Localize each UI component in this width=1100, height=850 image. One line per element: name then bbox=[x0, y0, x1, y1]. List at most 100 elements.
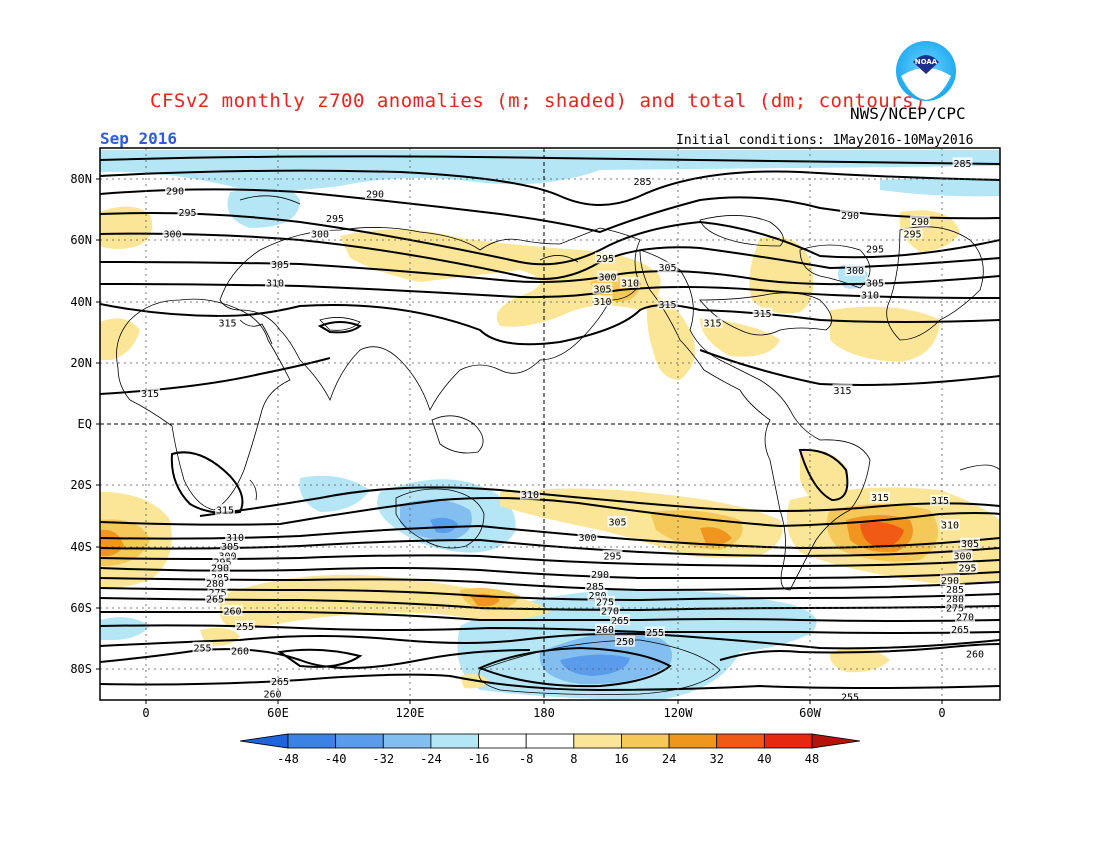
colorbar-label: -16 bbox=[468, 752, 490, 766]
contour-label-bg bbox=[595, 623, 615, 635]
contour-label-bg bbox=[235, 620, 255, 632]
colorbar: -48 -40 -32 -24 -16 -8 8 16 24 32 40 48 bbox=[239, 733, 861, 766]
lat-label: 80S bbox=[70, 662, 92, 676]
contour-label: 310 bbox=[861, 291, 879, 302]
colorbar-arrow-right bbox=[811, 733, 861, 749]
contour-label: 305 bbox=[658, 263, 676, 274]
height-contours bbox=[100, 155, 1000, 692]
contour-label-bg bbox=[910, 215, 930, 227]
contour-label-bg bbox=[140, 387, 160, 399]
contour-label: 265 bbox=[271, 677, 289, 688]
noaa-logo: NOAA bbox=[896, 41, 956, 101]
lon-label: 60E bbox=[267, 706, 289, 720]
contour-label-bg bbox=[205, 577, 225, 589]
agency-label: NWS/NCEP/CPC bbox=[850, 104, 966, 123]
contour-label: 305 bbox=[271, 260, 289, 271]
lat-ticks bbox=[96, 178, 100, 670]
contour-label-bg bbox=[165, 184, 185, 196]
colorbar-swatch bbox=[430, 733, 479, 749]
contour-label-bg bbox=[845, 264, 865, 276]
contour-label-bg bbox=[365, 188, 385, 199]
contour-label: 270 bbox=[956, 613, 974, 624]
contour-label: 310 bbox=[941, 521, 959, 532]
contour-label: 265 bbox=[206, 594, 224, 605]
contour-label-bg bbox=[657, 298, 678, 310]
contour-label: 315 bbox=[141, 389, 159, 400]
contour-label: 255 bbox=[236, 622, 254, 633]
contour-label: 255 bbox=[193, 643, 211, 654]
contour-label: 290 bbox=[841, 211, 859, 222]
contour-label-bg bbox=[230, 644, 250, 656]
lat-label: 60S bbox=[70, 601, 92, 615]
contour-label: 265 bbox=[951, 625, 969, 636]
lon-label: 120E bbox=[396, 706, 425, 720]
contour-label-bg bbox=[702, 316, 723, 328]
colorbar-label: -48 bbox=[277, 752, 299, 766]
contour-label: 305 bbox=[221, 542, 239, 553]
contour-label-bg bbox=[615, 635, 635, 647]
contour-label: 295 bbox=[603, 551, 621, 562]
contour-label-bg bbox=[960, 537, 980, 549]
contour-label-bg bbox=[840, 690, 860, 700]
contour-label: 300 bbox=[163, 229, 181, 240]
contour-label-bg bbox=[952, 549, 973, 561]
contour-label-bg bbox=[270, 258, 290, 270]
contour-label-bg bbox=[610, 614, 630, 626]
contour-label: 300 bbox=[311, 229, 329, 240]
contour-label: 300 bbox=[846, 266, 864, 277]
colorbar-swatch bbox=[621, 733, 670, 749]
colorbar-label: 8 bbox=[570, 752, 577, 766]
colorbar-swatch bbox=[573, 733, 622, 749]
colorbar-label: -8 bbox=[519, 752, 533, 766]
contour-label: 285 bbox=[946, 585, 964, 596]
contour-label-bg bbox=[205, 592, 225, 604]
contour-label-bg bbox=[310, 227, 330, 239]
colorbar-swatch bbox=[668, 733, 718, 749]
colorbar-label: -24 bbox=[420, 752, 442, 766]
contour-label-bg bbox=[592, 283, 613, 295]
colorbar-label: 16 bbox=[614, 752, 628, 766]
coastlines bbox=[116, 195, 1000, 695]
contour-label: 260 bbox=[263, 689, 281, 700]
contour-label: 315 bbox=[658, 300, 676, 311]
contour-label: 260 bbox=[223, 607, 241, 618]
contour-label-bg bbox=[600, 605, 620, 617]
contour-label: 310 bbox=[521, 490, 539, 501]
contour-label: 260 bbox=[596, 625, 614, 636]
contour-label: 290 bbox=[591, 570, 609, 581]
colorbar-swatch bbox=[478, 733, 527, 749]
contour-label-bg bbox=[945, 583, 965, 595]
contour-label-bg bbox=[270, 675, 290, 687]
contour-label: 255 bbox=[646, 628, 664, 639]
contour-label-bg bbox=[162, 227, 183, 239]
contour-label-bg bbox=[220, 540, 240, 552]
lat-label: 20S bbox=[70, 478, 92, 492]
contour-label-bg bbox=[585, 580, 605, 592]
contour-label: 260 bbox=[231, 646, 249, 657]
contour-label-bg bbox=[945, 602, 965, 613]
contour-label: 255 bbox=[841, 692, 859, 703]
contour-label: 285 bbox=[586, 582, 604, 593]
contour-label-bg bbox=[860, 289, 880, 301]
lat-labels: 80N 60N 40N 20N EQ 20S 40S 60S 80S bbox=[70, 172, 92, 676]
contour-label-bg bbox=[210, 562, 230, 574]
contour-label-bg bbox=[222, 605, 243, 617]
contour-label: 285 bbox=[953, 159, 971, 170]
contour-label: 305 bbox=[866, 278, 884, 289]
contour-label-bg bbox=[952, 157, 973, 169]
contour-label-bg bbox=[210, 571, 230, 583]
contour-label-bg bbox=[265, 276, 285, 288]
contour-label-bg bbox=[870, 491, 890, 503]
contour-label: 310 bbox=[621, 278, 639, 289]
map-title: CFSv2 monthly z700 anomalies (m; shaded)… bbox=[150, 90, 927, 112]
contour-label-bg bbox=[657, 261, 678, 273]
contour-label: 295 bbox=[326, 214, 344, 225]
contour-label: 315 bbox=[833, 386, 851, 397]
contour-label-bg bbox=[965, 648, 985, 659]
contour-label: 295 bbox=[178, 208, 196, 219]
contour-label-bg bbox=[840, 209, 860, 221]
contour-label-bg bbox=[217, 316, 238, 328]
contour-label-bg bbox=[590, 568, 610, 580]
